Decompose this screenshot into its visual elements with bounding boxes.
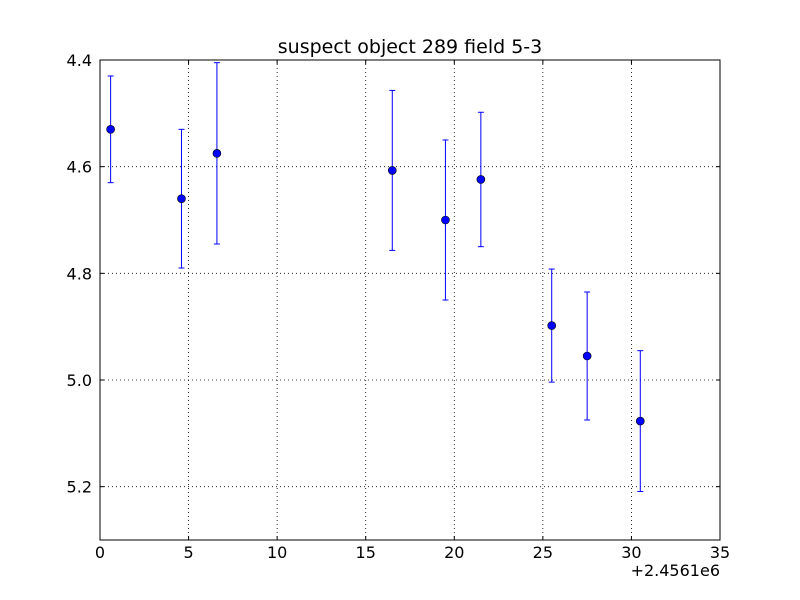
y-tick-label: 4.6 — [67, 158, 92, 177]
data-point — [441, 215, 450, 225]
x-tick-label: 15 — [356, 543, 376, 562]
data-points — [106, 125, 645, 426]
data-point — [635, 416, 645, 426]
data-point — [177, 194, 186, 203]
x-tick-label: 35 — [710, 543, 730, 562]
data-point — [547, 321, 557, 330]
x-tick-label: 0 — [95, 543, 105, 562]
data-point — [582, 351, 592, 361]
y-tick-labels: 4.4 4.6 4.8 5.0 5.2 — [67, 51, 92, 497]
x-tick-label: 20 — [444, 543, 464, 562]
plot-area — [100, 60, 720, 540]
data-point — [106, 125, 115, 134]
data-point — [476, 175, 486, 184]
x-offset-label: +2.4561e6 — [631, 561, 720, 580]
plot-frame — [99, 59, 721, 541]
x-tick-label: 30 — [621, 543, 641, 562]
y-tick-label: 4.4 — [67, 51, 92, 70]
y-tick-label: 4.8 — [67, 264, 92, 283]
chart-title: suspect object 289 field 5-3 — [278, 36, 543, 58]
data-point — [387, 166, 397, 175]
x-tick-labels: 0 5 10 15 20 25 30 35 — [95, 543, 730, 562]
y-tick-label: 5.0 — [67, 371, 92, 390]
x-tick-label: 25 — [533, 543, 553, 562]
y-tick-label: 5.2 — [67, 478, 92, 497]
data-point — [212, 149, 222, 158]
x-tick-label: 10 — [267, 543, 287, 562]
x-tick-label: 5 — [183, 543, 193, 562]
